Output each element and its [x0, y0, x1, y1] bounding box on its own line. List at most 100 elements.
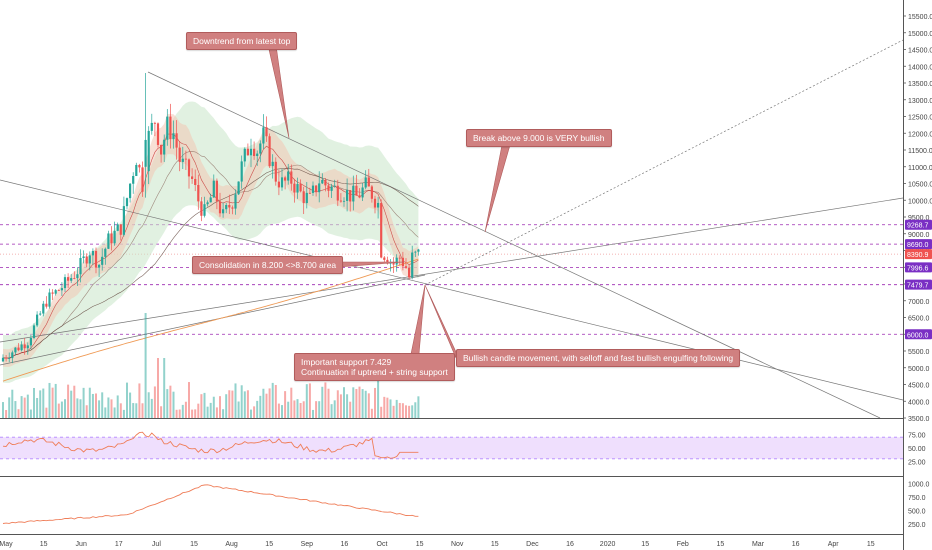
- price-tag: [905, 279, 932, 290]
- volume-bar: [64, 399, 66, 418]
- trendline: [424, 39, 903, 286]
- volume-bar: [277, 403, 280, 418]
- volume-bar: [11, 389, 14, 418]
- price-tag: [905, 262, 932, 273]
- volume-bar: [231, 390, 234, 418]
- volume-bar: [302, 401, 305, 418]
- volume-bar: [129, 392, 132, 418]
- price-tag-label: 7479.7: [907, 283, 929, 290]
- candle-body: [206, 202, 209, 205]
- price-tag-label: 7996.6: [907, 265, 929, 272]
- candle-body: [318, 183, 321, 193]
- annotation-consolidation[interactable]: Consolidation in 8.200 <>8.700 area: [192, 256, 344, 274]
- volume-bar: [17, 409, 20, 418]
- candle-body: [141, 167, 144, 192]
- volume-bar: [346, 394, 349, 418]
- time-tick-label: May: [0, 541, 13, 548]
- candle-body: [54, 290, 57, 294]
- rsi-tick-label: 25.00: [908, 460, 926, 467]
- volume-bar: [88, 387, 91, 418]
- price-tag-label: 6000.0: [907, 332, 929, 339]
- volume-bar: [219, 396, 221, 418]
- candle-body: [333, 185, 336, 187]
- candle-body: [116, 224, 119, 231]
- volume-bar: [79, 399, 82, 418]
- indicator-tick-label: 1000.0: [908, 481, 930, 488]
- candle-body: [370, 186, 373, 199]
- volume-bar: [324, 382, 327, 418]
- volume-bar: [296, 399, 299, 418]
- price-tick-label: 14500.0: [908, 48, 932, 55]
- time-tick-label: 16: [792, 541, 800, 548]
- candle-body: [339, 200, 342, 202]
- time-tick-label: 15: [190, 541, 198, 548]
- candle-body: [88, 255, 91, 264]
- price-tick-label: 4000.0: [908, 399, 930, 406]
- candle-body: [26, 345, 29, 349]
- volume-bar: [51, 387, 54, 418]
- volume-bar: [116, 395, 119, 418]
- volume-bar: [8, 397, 11, 418]
- time-tick-label: 16: [566, 541, 574, 548]
- candle-body: [259, 143, 262, 154]
- candle-body: [240, 161, 243, 182]
- volume-bar: [265, 393, 268, 418]
- candle-body: [82, 256, 85, 258]
- volume-bar: [234, 383, 237, 418]
- annotation-breakout[interactable]: Break above 9.000 is VERY bullish: [466, 129, 612, 147]
- volume-bar: [246, 390, 249, 418]
- price-tick-label: 10500.0: [908, 182, 932, 189]
- annotation-support[interactable]: Important support 7.429 Continuation if …: [294, 353, 455, 381]
- candle-body: [321, 179, 324, 184]
- annotation-bullish-candle[interactable]: Bullish candle movement, with selloff an…: [456, 349, 741, 367]
- volume-bar: [138, 383, 141, 418]
- price-tick-label: 12000.0: [908, 131, 932, 138]
- time-tick-label: 16: [341, 541, 349, 548]
- volume-bar: [45, 407, 48, 418]
- candle-body: [392, 261, 395, 265]
- candle-body: [122, 206, 125, 235]
- price-tick-label: 12500.0: [908, 115, 932, 122]
- volume-bar: [361, 389, 364, 418]
- volume-bar: [339, 394, 342, 418]
- annotation-text: Continuation if uptrend + string support: [301, 367, 448, 377]
- annotation-downtrend[interactable]: Downtrend from latest top: [186, 32, 298, 50]
- indicator-tick-label: 500.0: [908, 508, 926, 515]
- volume-bar: [364, 390, 367, 418]
- volume-bar: [178, 409, 181, 418]
- price-tick-label: 10000.0: [908, 198, 932, 205]
- volume-bar: [194, 409, 197, 418]
- volume-bar: [110, 399, 113, 418]
- candle-body: [76, 274, 79, 279]
- candle-body: [147, 130, 150, 172]
- time-axis[interactable]: May 15 Jun 17 Jul 15 Aug 15 Sep 16 Oct 15 Nov 15 Dec 16…: [0, 541, 875, 548]
- candle-body: [172, 133, 175, 140]
- volume-bar: [141, 403, 144, 418]
- volume-bar: [330, 404, 333, 418]
- volume-bar: [113, 407, 116, 418]
- volume-bar: [166, 389, 169, 418]
- volume-bar: [39, 390, 42, 418]
- volume-bar: [411, 405, 414, 418]
- candle-body: [364, 177, 367, 188]
- candle-body: [249, 148, 253, 156]
- volume-bar: [67, 384, 70, 418]
- volume-bar: [73, 385, 76, 418]
- price-tick-label: 11500.0: [908, 148, 932, 155]
- volume-bar: [358, 386, 361, 418]
- price-tick-label: 13500.0: [908, 81, 932, 88]
- volume-bar: [122, 409, 125, 418]
- candle-body: [358, 195, 361, 198]
- volume-bar: [262, 388, 265, 418]
- volume-bar: [377, 376, 380, 418]
- time-tick-label: Nov: [451, 541, 464, 548]
- volume-bar: [48, 382, 51, 418]
- rsi-tick-label: 75.00: [908, 433, 926, 440]
- volume-bar: [284, 391, 287, 418]
- candle-body: [284, 177, 287, 181]
- volume-bar: [253, 406, 256, 418]
- volume-bar: [370, 408, 373, 418]
- time-tick-label: 15: [491, 541, 499, 548]
- volume-bar: [98, 400, 101, 418]
